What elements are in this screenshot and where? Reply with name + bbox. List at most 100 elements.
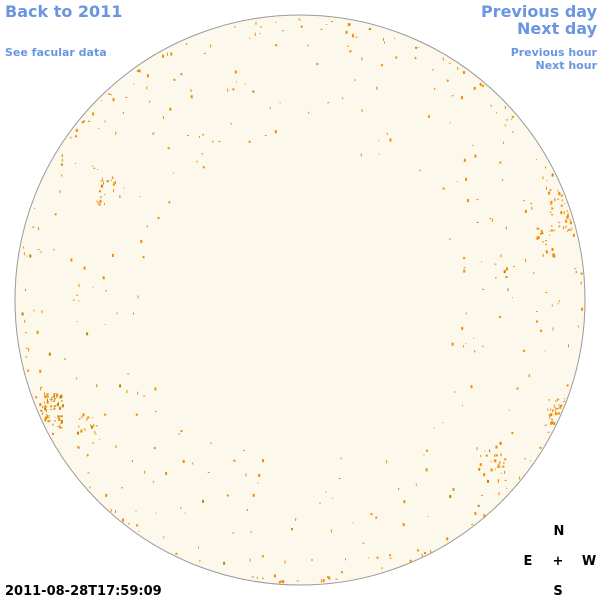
speckle: [345, 558, 346, 561]
speckle: [108, 93, 110, 95]
facular-spots: [21, 18, 584, 584]
previous-day-link[interactable]: Previous day: [481, 2, 598, 21]
speckle: [132, 312, 134, 315]
next-hour-link[interactable]: Next hour: [536, 59, 598, 72]
speckle: [560, 406, 562, 409]
speckle: [540, 229, 543, 232]
speckle: [46, 409, 48, 413]
speckle: [553, 409, 555, 411]
speckle: [395, 56, 398, 59]
speckle: [389, 557, 392, 559]
speckle: [378, 140, 380, 142]
speckle: [104, 413, 107, 416]
speckle: [489, 218, 492, 220]
speckle: [127, 373, 130, 375]
speckle: [61, 404, 64, 408]
speckle: [137, 295, 139, 299]
speckle: [116, 312, 118, 315]
speckle: [52, 432, 54, 435]
speckle: [555, 407, 557, 411]
speckle: [280, 581, 282, 583]
speckle: [549, 211, 552, 213]
speckle: [90, 424, 92, 427]
speckle: [146, 74, 149, 78]
speckle: [45, 405, 47, 409]
speckle: [500, 453, 502, 457]
speckle: [125, 96, 128, 98]
speckle: [535, 158, 537, 160]
speckle: [418, 47, 420, 48]
next-day-link[interactable]: Next day: [517, 19, 598, 38]
speckle: [25, 356, 28, 358]
back-link[interactable]: Back to 2011: [5, 2, 122, 21]
facular-link[interactable]: See facular data: [5, 46, 107, 59]
speckle: [296, 580, 299, 582]
speckle: [449, 122, 451, 124]
speckle: [104, 324, 106, 326]
speckle: [361, 57, 363, 61]
speckle: [115, 445, 117, 449]
speckle: [498, 465, 501, 467]
speckle: [541, 232, 544, 234]
speckle: [558, 412, 560, 415]
speckle: [76, 321, 78, 323]
speckle: [114, 181, 116, 184]
speckle: [101, 177, 103, 180]
speckle: [234, 25, 236, 28]
speckle: [47, 420, 50, 423]
speckle: [381, 567, 383, 570]
speckle: [434, 87, 436, 90]
speckle: [105, 493, 108, 497]
speckle: [555, 410, 557, 414]
compass-north: N: [554, 524, 565, 539]
speckle: [558, 226, 559, 228]
speckle: [128, 523, 130, 525]
speckle: [463, 345, 464, 348]
speckle: [402, 523, 405, 527]
speckle: [474, 350, 476, 353]
speckle: [451, 342, 454, 346]
speckle: [53, 420, 56, 422]
speckle: [170, 52, 173, 56]
speckle: [550, 408, 552, 411]
speckle: [553, 254, 555, 258]
speckle: [102, 180, 104, 181]
speckle: [549, 189, 552, 191]
speckle: [499, 441, 502, 445]
speckle: [50, 398, 53, 400]
speckle: [494, 459, 497, 463]
speckle: [537, 228, 540, 230]
speckle: [465, 343, 467, 345]
speckle: [320, 28, 323, 30]
speckle: [478, 467, 481, 471]
speckle: [138, 530, 140, 532]
speckle: [511, 432, 514, 434]
speckle: [135, 413, 138, 416]
speckle: [568, 344, 569, 348]
speckle: [380, 64, 383, 67]
speckle: [111, 253, 114, 257]
speckle: [46, 395, 49, 398]
speckle: [378, 153, 380, 155]
speckle: [80, 416, 83, 418]
speckle: [78, 425, 80, 428]
previous-hour-link[interactable]: Previous hour: [511, 46, 598, 59]
speckle: [415, 483, 417, 486]
speckle: [362, 542, 365, 544]
speckle: [322, 579, 325, 583]
speckle: [457, 66, 459, 70]
speckle: [284, 560, 286, 564]
speckle: [80, 429, 83, 433]
speckle: [48, 415, 50, 417]
speckle: [453, 391, 456, 393]
speckle: [508, 409, 510, 411]
speckle: [44, 401, 46, 404]
speckle: [461, 326, 464, 330]
speckle: [278, 581, 281, 584]
speckle: [300, 19, 301, 21]
speckle: [249, 37, 251, 39]
speckle: [255, 21, 257, 25]
speckle: [202, 134, 205, 136]
speckle: [47, 417, 50, 419]
speckle: [545, 250, 548, 253]
